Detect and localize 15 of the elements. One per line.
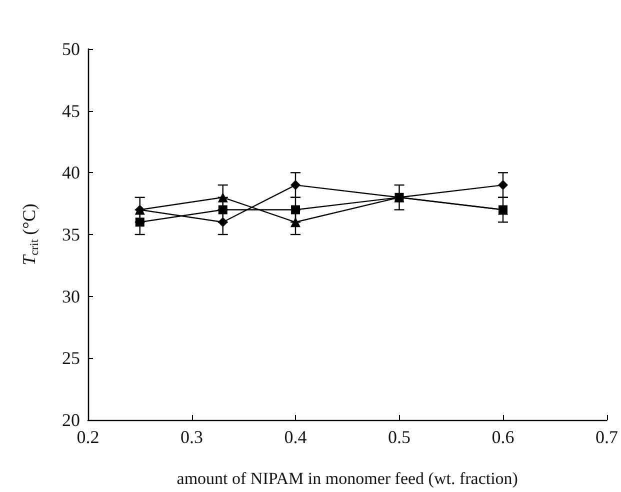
x-axis-title: amount of NIPAM in monomer feed (wt. fraction)	[176, 469, 518, 488]
y-axis-title: Tcrit (°C)	[19, 204, 41, 266]
y-tick-label: 35	[62, 224, 80, 244]
x-tick-label: 0.7	[596, 427, 618, 447]
y-tick-label: 40	[62, 162, 80, 183]
y-tick-label: 20	[62, 410, 80, 430]
y-tick-label: 45	[62, 100, 80, 121]
x-tick-label: 0.5	[388, 427, 410, 447]
y-tick-label: 50	[62, 39, 80, 59]
x-tick-label: 0.3	[180, 427, 203, 447]
y-tick-label: 30	[62, 286, 80, 306]
y-tick-label: 25	[62, 348, 80, 368]
x-tick-label: 0.4	[284, 427, 307, 447]
x-tick-label: 0.2	[76, 427, 100, 447]
x-tick-label: 0.6	[492, 427, 514, 447]
